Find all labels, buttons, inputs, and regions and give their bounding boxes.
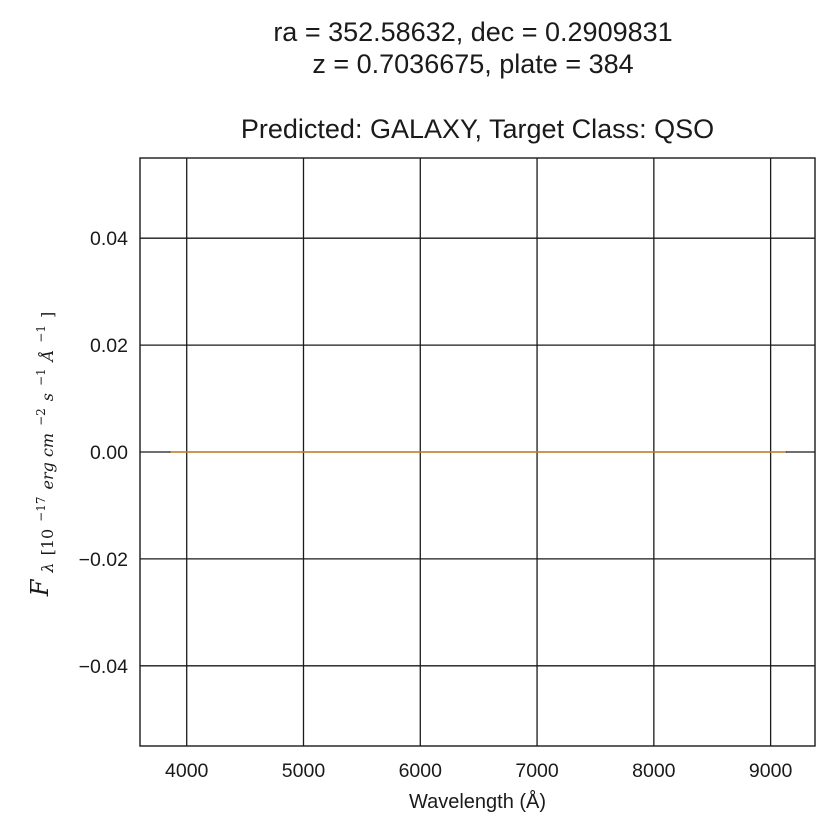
y-axis-label: F λ [10 −17 erg cm −2 s −1 Å −1 ]: [26, 312, 59, 597]
chart-title-line-2: z = 0.7036675, plate = 384: [312, 49, 634, 79]
x-tick-label: 4000: [165, 760, 209, 782]
ylabel-s: s: [38, 393, 57, 401]
ylabel-close: ]: [38, 312, 57, 318]
ylabel-exp4: −1: [34, 325, 48, 343]
x-tick-label: 5000: [282, 760, 326, 782]
y-tick-label: 0.00: [90, 442, 128, 464]
ylabel-angstrom: Å: [37, 350, 57, 364]
y-tick-label: −0.02: [79, 549, 128, 571]
y-tick-label: −0.04: [79, 656, 128, 678]
ylabel-exp3: −1: [34, 368, 48, 386]
ylabel-sub-prefix: [10: [38, 529, 57, 556]
x-tick-labels: 4000 5000 6000 7000 8000 9000: [165, 760, 792, 782]
ylabel-middle: erg cm: [38, 433, 57, 490]
plot-frame: [139, 157, 816, 747]
x-tick-label: 8000: [632, 760, 676, 782]
ylabel-exp2: −2: [34, 408, 48, 426]
y-tick-labels: 0.04 0.02 0.00 −0.02 −0.04: [79, 228, 128, 678]
ylabel-exp1: −17: [34, 496, 48, 521]
y-tick-label: 0.04: [90, 228, 128, 250]
x-tick-label: 9000: [749, 760, 793, 782]
x-axis-label: Wavelength (Å): [409, 790, 546, 813]
ylabel-main: F: [26, 578, 54, 597]
chart-subtitle: Predicted: GALAXY, Target Class: QSO: [240, 114, 715, 144]
y-tick-label: 0.02: [90, 335, 128, 357]
chart-title-line-1: ra = 352.58632, dec = 0.2909831: [273, 17, 673, 47]
x-tick-label: 7000: [515, 760, 559, 782]
x-tick-label: 6000: [399, 760, 443, 782]
ylabel-sub-symbol: λ: [38, 562, 57, 573]
